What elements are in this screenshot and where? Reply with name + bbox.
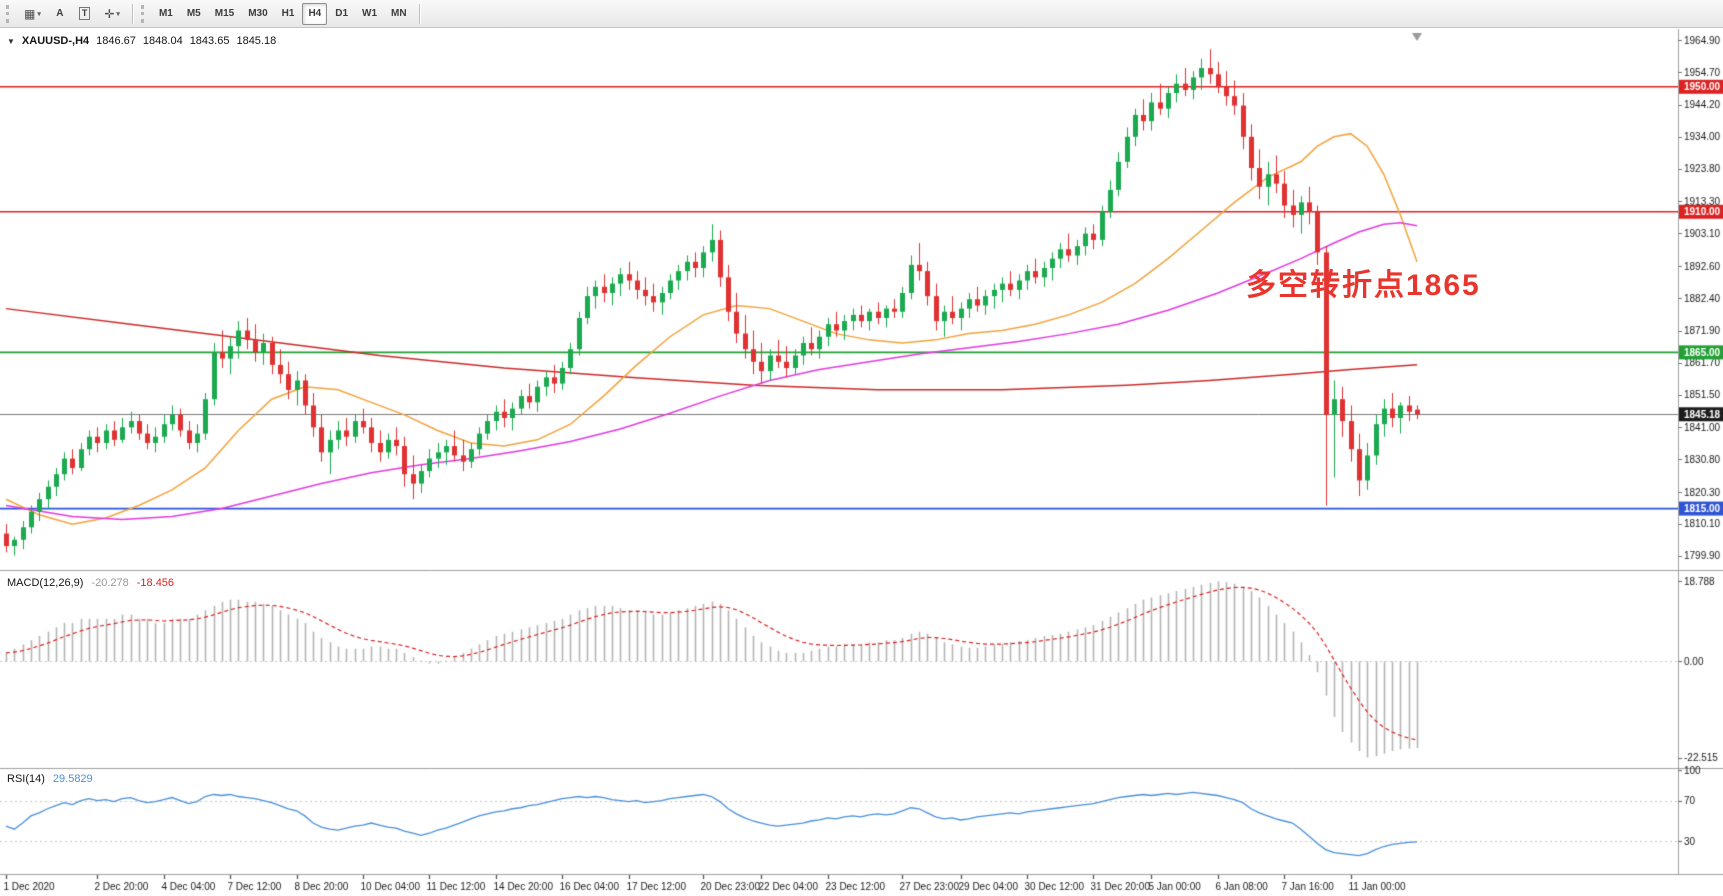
toolbar-separator bbox=[418, 3, 421, 24]
charts-grid-button[interactable]: ▦ ▾ bbox=[18, 3, 47, 25]
toolbar-drag-grip[interactable] bbox=[140, 4, 148, 23]
timeframe-h4-button[interactable]: H4 bbox=[302, 2, 328, 25]
chevron-down-icon: ▾ bbox=[116, 10, 120, 18]
high-value: 1848.04 bbox=[142, 35, 183, 47]
autoscroll-button[interactable]: A bbox=[49, 3, 71, 25]
rsi-value: 29.5829 bbox=[52, 773, 93, 785]
letter-t-icon: T bbox=[78, 7, 91, 20]
text-annotation: 多空转折点1865 bbox=[1246, 269, 1481, 302]
close-value: 1845.18 bbox=[236, 35, 277, 47]
rsi-indicator-label: RSI(14) 29.5829 bbox=[7, 773, 93, 785]
low-value: 1843.65 bbox=[189, 35, 230, 47]
crosshair-icon: ✛ bbox=[104, 6, 115, 21]
macd-indicator-label: MACD(12,26,9) -20.278 -18.456 bbox=[7, 577, 174, 589]
timeframe-mn-button[interactable]: MN bbox=[385, 3, 413, 25]
text-tool-button[interactable]: T bbox=[73, 3, 97, 25]
chevron-down-icon: ▾ bbox=[37, 10, 41, 18]
timeframe-m5-button[interactable]: M5 bbox=[181, 3, 207, 25]
letter-a-icon: A bbox=[56, 8, 64, 19]
timeframe-h1-button[interactable]: H1 bbox=[276, 3, 301, 25]
timeframe-m15-button[interactable]: M15 bbox=[209, 3, 240, 25]
toolbar-separator bbox=[131, 3, 134, 24]
toolbar-drag-grip[interactable] bbox=[6, 4, 13, 23]
open-value: 1846.67 bbox=[96, 35, 136, 47]
grid-icon: ▦ bbox=[24, 6, 36, 21]
macd-name: MACD(12,26,9) bbox=[7, 577, 84, 589]
timeframe-m1-button[interactable]: M1 bbox=[153, 3, 179, 25]
crosshair-tool-button[interactable]: ✛ ▾ bbox=[98, 3, 126, 25]
macd-signal-value: -18.456 bbox=[136, 577, 175, 589]
collapse-arrow-icon[interactable]: ▼ bbox=[7, 36, 15, 46]
chart-ohlc-readout: ▼ XAUUSD-,H4 1846.67 1848.04 1843.65 184… bbox=[7, 35, 276, 47]
timeframe-d1-button[interactable]: D1 bbox=[329, 3, 354, 25]
symbol-timeframe-label: XAUUSD-,H4 bbox=[21, 35, 90, 47]
macd-main-value: -20.278 bbox=[91, 577, 129, 589]
rsi-name: RSI(14) bbox=[7, 773, 45, 785]
timeframe-w1-button[interactable]: W1 bbox=[356, 3, 383, 25]
timeframe-m30-button[interactable]: M30 bbox=[242, 3, 273, 25]
toolbar: ▦ ▾ A T ✛ ▾ M1 M5 M15 M30 H1 H4 D1 W1 MN bbox=[0, 0, 1723, 28]
